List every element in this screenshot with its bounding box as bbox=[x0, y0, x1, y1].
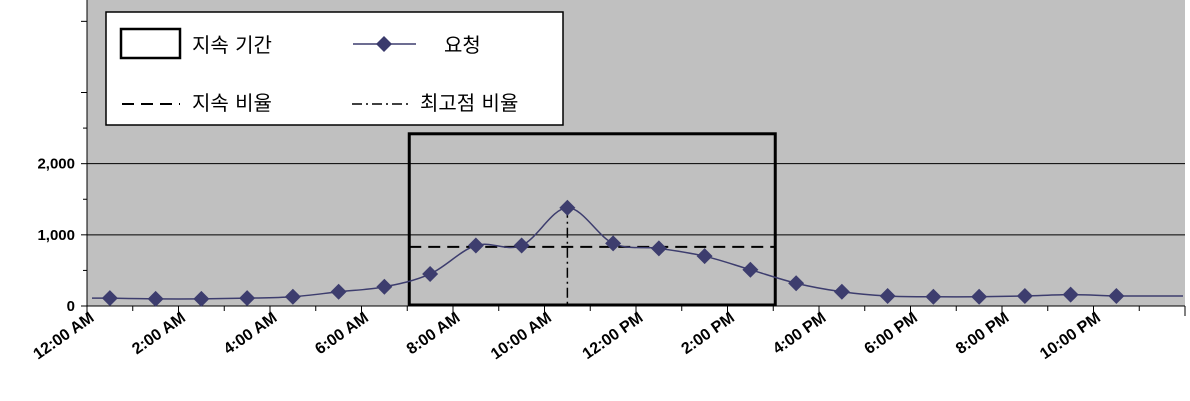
data-point bbox=[696, 248, 713, 265]
data-point bbox=[330, 283, 347, 300]
legend-box bbox=[105, 11, 564, 126]
x-tick-label: 10:00 PM bbox=[1037, 309, 1104, 363]
data-point bbox=[101, 290, 118, 307]
legend-label-sustained-rate: 지속 비율 bbox=[192, 91, 272, 115]
y-ticks: 0 1,000 2,000 bbox=[37, 20, 87, 315]
data-point bbox=[971, 288, 988, 305]
legend-label-sustained-period: 지속 기간 bbox=[192, 33, 272, 57]
gridlines bbox=[87, 163, 1185, 236]
data-point bbox=[879, 288, 896, 305]
data-point bbox=[1016, 288, 1033, 305]
data-point bbox=[284, 288, 301, 305]
x-tick-label: 8:00 AM bbox=[404, 309, 464, 358]
x-tick-label: 4:00 PM bbox=[770, 309, 829, 358]
x-tick-label: 12:00 PM bbox=[580, 309, 647, 363]
legend: 지속 기간 요청 지속 비율 최고점 비율 bbox=[105, 11, 564, 126]
data-point bbox=[559, 199, 576, 216]
data-point bbox=[422, 265, 439, 282]
legend-swatch-sustained-period bbox=[119, 27, 182, 60]
x-ticks: 12:00 AM 2:00 AM 4:00 AM 6:00 AM 8:00 AM 10:0… bbox=[30, 306, 1186, 363]
data-point bbox=[1108, 288, 1125, 305]
y-tick-label: 2,000 bbox=[37, 156, 75, 173]
x-tick-label: 10:00 AM bbox=[488, 309, 555, 363]
legend-marker-requests bbox=[376, 36, 392, 52]
data-point bbox=[788, 275, 805, 292]
series-markers bbox=[101, 199, 1125, 307]
data-point bbox=[833, 283, 850, 300]
sustained-period-box bbox=[407, 132, 777, 307]
data-point bbox=[147, 290, 164, 307]
legend-label-peak-rate: 최고점 비율 bbox=[420, 91, 518, 115]
data-point bbox=[467, 237, 484, 254]
data-point bbox=[925, 288, 942, 305]
data-point bbox=[605, 235, 622, 252]
x-tick-label: 8:00 PM bbox=[953, 309, 1012, 358]
data-point bbox=[376, 278, 393, 295]
data-point bbox=[742, 261, 759, 278]
x-tick-label: 2:00 PM bbox=[679, 309, 738, 358]
data-point bbox=[650, 240, 667, 257]
x-tick-label: 6:00 AM bbox=[312, 309, 372, 358]
data-point bbox=[513, 237, 530, 254]
x-tick-label: 4:00 AM bbox=[221, 309, 281, 358]
x-tick-label: 12:00 AM bbox=[30, 309, 97, 363]
y-tick-label: 0 bbox=[67, 298, 75, 315]
x-tick-label: 6:00 PM bbox=[862, 309, 921, 358]
legend-label-requests: 요청 bbox=[444, 33, 481, 57]
data-point bbox=[239, 290, 256, 307]
x-tick-label: 2:00 AM bbox=[129, 309, 189, 358]
data-point bbox=[1062, 286, 1079, 303]
data-point bbox=[193, 290, 210, 307]
y-tick-label: 1,000 bbox=[37, 227, 75, 244]
